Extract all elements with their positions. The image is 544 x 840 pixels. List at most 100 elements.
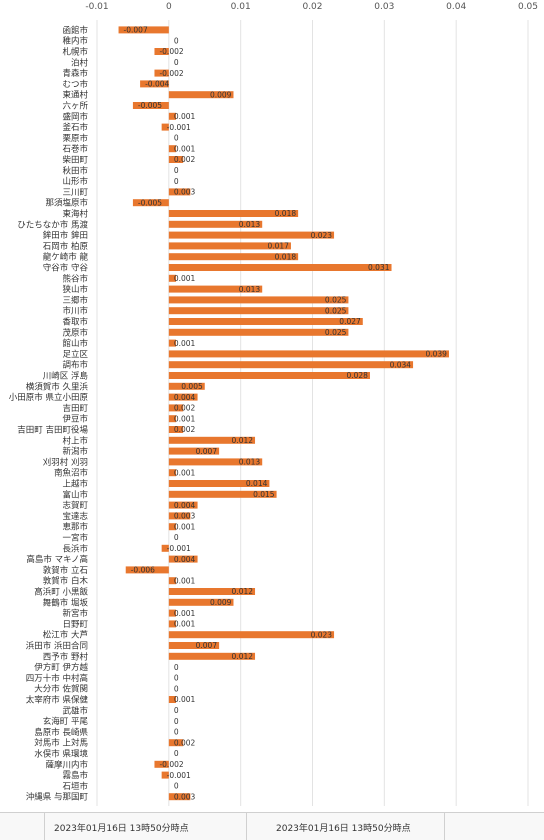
data-label: 0.031 [368,263,390,272]
bar [168,426,184,433]
category-label: 鉾田市 鉾田 [43,230,88,241]
bar [161,123,169,131]
category-label: 秋田市 [62,165,88,176]
category-label: 島原市 長崎県 [34,727,88,738]
data-label: 0.001 [174,468,196,477]
bar [154,760,169,768]
bar [140,80,169,88]
category-label: 川崎区 浮島 [43,371,89,382]
bar [168,112,177,120]
category-label: 東通村 [62,90,88,101]
category-label: 対馬市 上対馬 [34,738,88,749]
category-label: 松江市 大芦 [43,630,88,641]
bar [168,512,191,520]
bar [168,231,335,239]
footer-divider [246,813,247,840]
category-label: 柴田町 [62,155,88,166]
data-label: -0.006 [131,566,155,575]
bar [168,598,234,606]
category-label: 吉田町 吉田町役場 [17,425,88,436]
data-label: 0.025 [325,328,347,337]
category-label: 青森市 [62,68,88,79]
data-label: 0.001 [174,274,196,283]
data-label: 0.013 [239,458,261,467]
x-tick-label: 0.05 [518,2,538,12]
bar [168,404,184,412]
category-label: 龍ケ崎市 龍 [43,252,89,263]
category-label: 香取市 [62,317,88,328]
bar [132,199,169,207]
bar [168,328,349,336]
category-label: 沖縄県 与那国町 [26,792,89,803]
category-label: 三郷市 [62,295,88,306]
category-label: 舞鶴市 堀坂 [43,597,89,608]
data-label: 0.004 [174,555,196,564]
bar [168,415,177,423]
timestamp-right: 2023年01月16日 13時50分時点 [276,824,411,834]
category-label: 栗原市 [62,133,88,144]
data-label: 0.023 [311,630,333,639]
data-label: 0 [174,749,179,758]
data-label: 0 [174,674,179,683]
footer-bar: 2023年01月16日 13時50分時点 2023年01月16日 13時50分時… [0,812,544,840]
data-label: 0.012 [232,652,254,661]
footer-divider [444,813,445,840]
data-label: -0.001 [167,771,191,780]
category-label: 那須塩原市 [45,198,88,209]
timestamp-left: 2023年01月16日 13時50分時点 [54,824,189,834]
data-label: 0.012 [232,436,254,445]
category-label: 館山市 [62,338,88,349]
category-label: 盛岡市 [62,111,88,122]
category-label: 浜田市 浜田合同 [26,641,88,652]
data-label: 0 [174,728,179,737]
category-label: 東海村 [62,209,88,220]
gridlines [96,20,529,806]
category-label: ひたちなか市 馬渡 [17,219,88,230]
bar [168,318,363,325]
category-label: むつ市 [62,79,88,90]
bar [168,220,263,228]
category-label: 日野町 [62,620,88,630]
bar [168,307,349,315]
category-label: 敦賀市 立石 [43,565,88,576]
category-label: 玄海町 平尾 [43,716,89,727]
category-label: 高島市 マキノ高 [26,554,88,565]
category-label: 函館市 [62,25,88,36]
data-label: 0.002 [174,155,196,164]
bar [168,458,263,466]
data-label: 0 [174,663,179,672]
data-label: 0 [174,782,179,791]
data-label: 0.003 [174,512,196,521]
data-label: 0 [174,134,179,143]
category-label: 六ヶ所 [62,101,88,112]
x-axis-ticks: -0.01 0 0.01 0.02 0.03 0.04 0.05 [85,2,538,12]
bar [168,577,177,585]
category-label: 志賀町 [62,500,88,511]
bar [168,264,392,271]
category-label: 石垣市 [62,781,88,792]
data-label: 0.018 [275,252,297,261]
bar [168,145,177,153]
data-label: 0.002 [174,738,196,747]
bar [168,296,349,304]
bar [161,544,169,552]
data-label: -0.002 [159,69,183,78]
data-label: 0.001 [174,144,196,153]
bar [168,447,220,455]
bar [168,501,198,509]
category-label: 恵那市 [62,522,88,533]
data-label: 0.034 [390,360,412,369]
category-label: 太宰府市 県保健 [26,695,89,706]
category-label: 霧島市 [62,770,88,781]
data-label: 0.001 [174,339,196,348]
bar-chart: -0.01 0 0.01 0.02 0.03 0.04 0.05 函館市稚内市札幌市泊村青森… [9,2,538,806]
data-label: 0 [174,58,179,67]
category-label: 山形市 [62,176,88,187]
bar [161,771,169,779]
data-label: 0.002 [174,425,196,434]
bar [168,588,256,595]
category-label: 富山市 [62,489,88,500]
bar [125,566,169,574]
category-label: 上越市 [62,479,88,490]
data-label: 0.007 [196,641,218,650]
